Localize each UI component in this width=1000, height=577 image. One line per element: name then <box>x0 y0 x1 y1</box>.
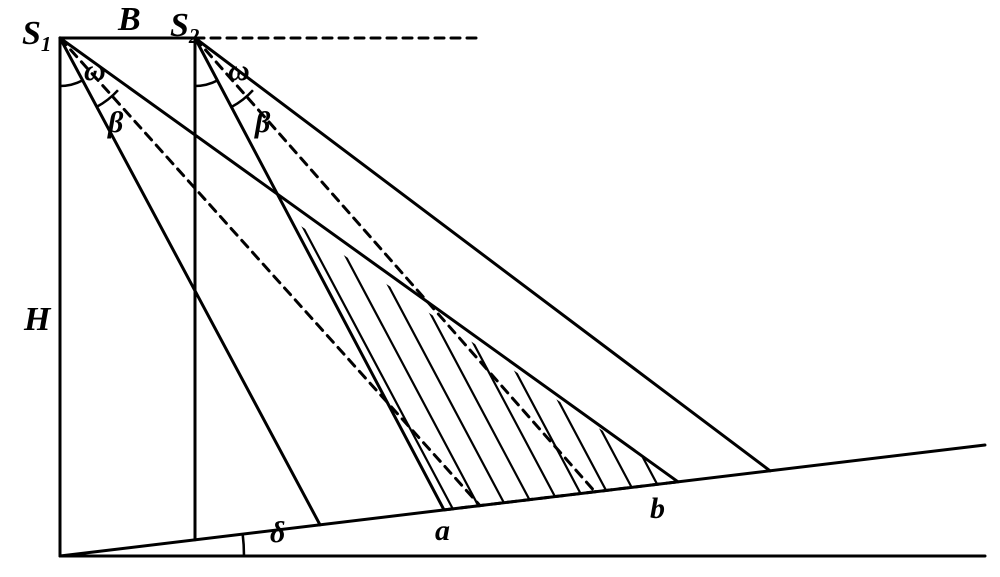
label-S2: S2 <box>170 7 200 48</box>
label-delta: δ <box>270 516 285 549</box>
overlap-hatched-region <box>0 0 1000 577</box>
solid-lines <box>60 38 985 556</box>
label-omega1: ω <box>84 54 106 87</box>
label-omega2: ω <box>228 54 250 87</box>
label-B: B <box>117 1 141 38</box>
label-H: H <box>23 301 52 338</box>
diagram-canvas: S1BS2ωωββHδab <box>0 0 1000 577</box>
label-b: b <box>650 492 665 525</box>
label-beta1: β <box>107 106 124 139</box>
dashed-lines <box>60 38 678 510</box>
label-a: a <box>435 514 450 547</box>
label-beta2: β <box>254 106 271 139</box>
angle-arcs <box>60 80 253 556</box>
label-S1: S1 <box>22 15 51 56</box>
labels: S1BS2ωωββHδab <box>22 1 665 549</box>
